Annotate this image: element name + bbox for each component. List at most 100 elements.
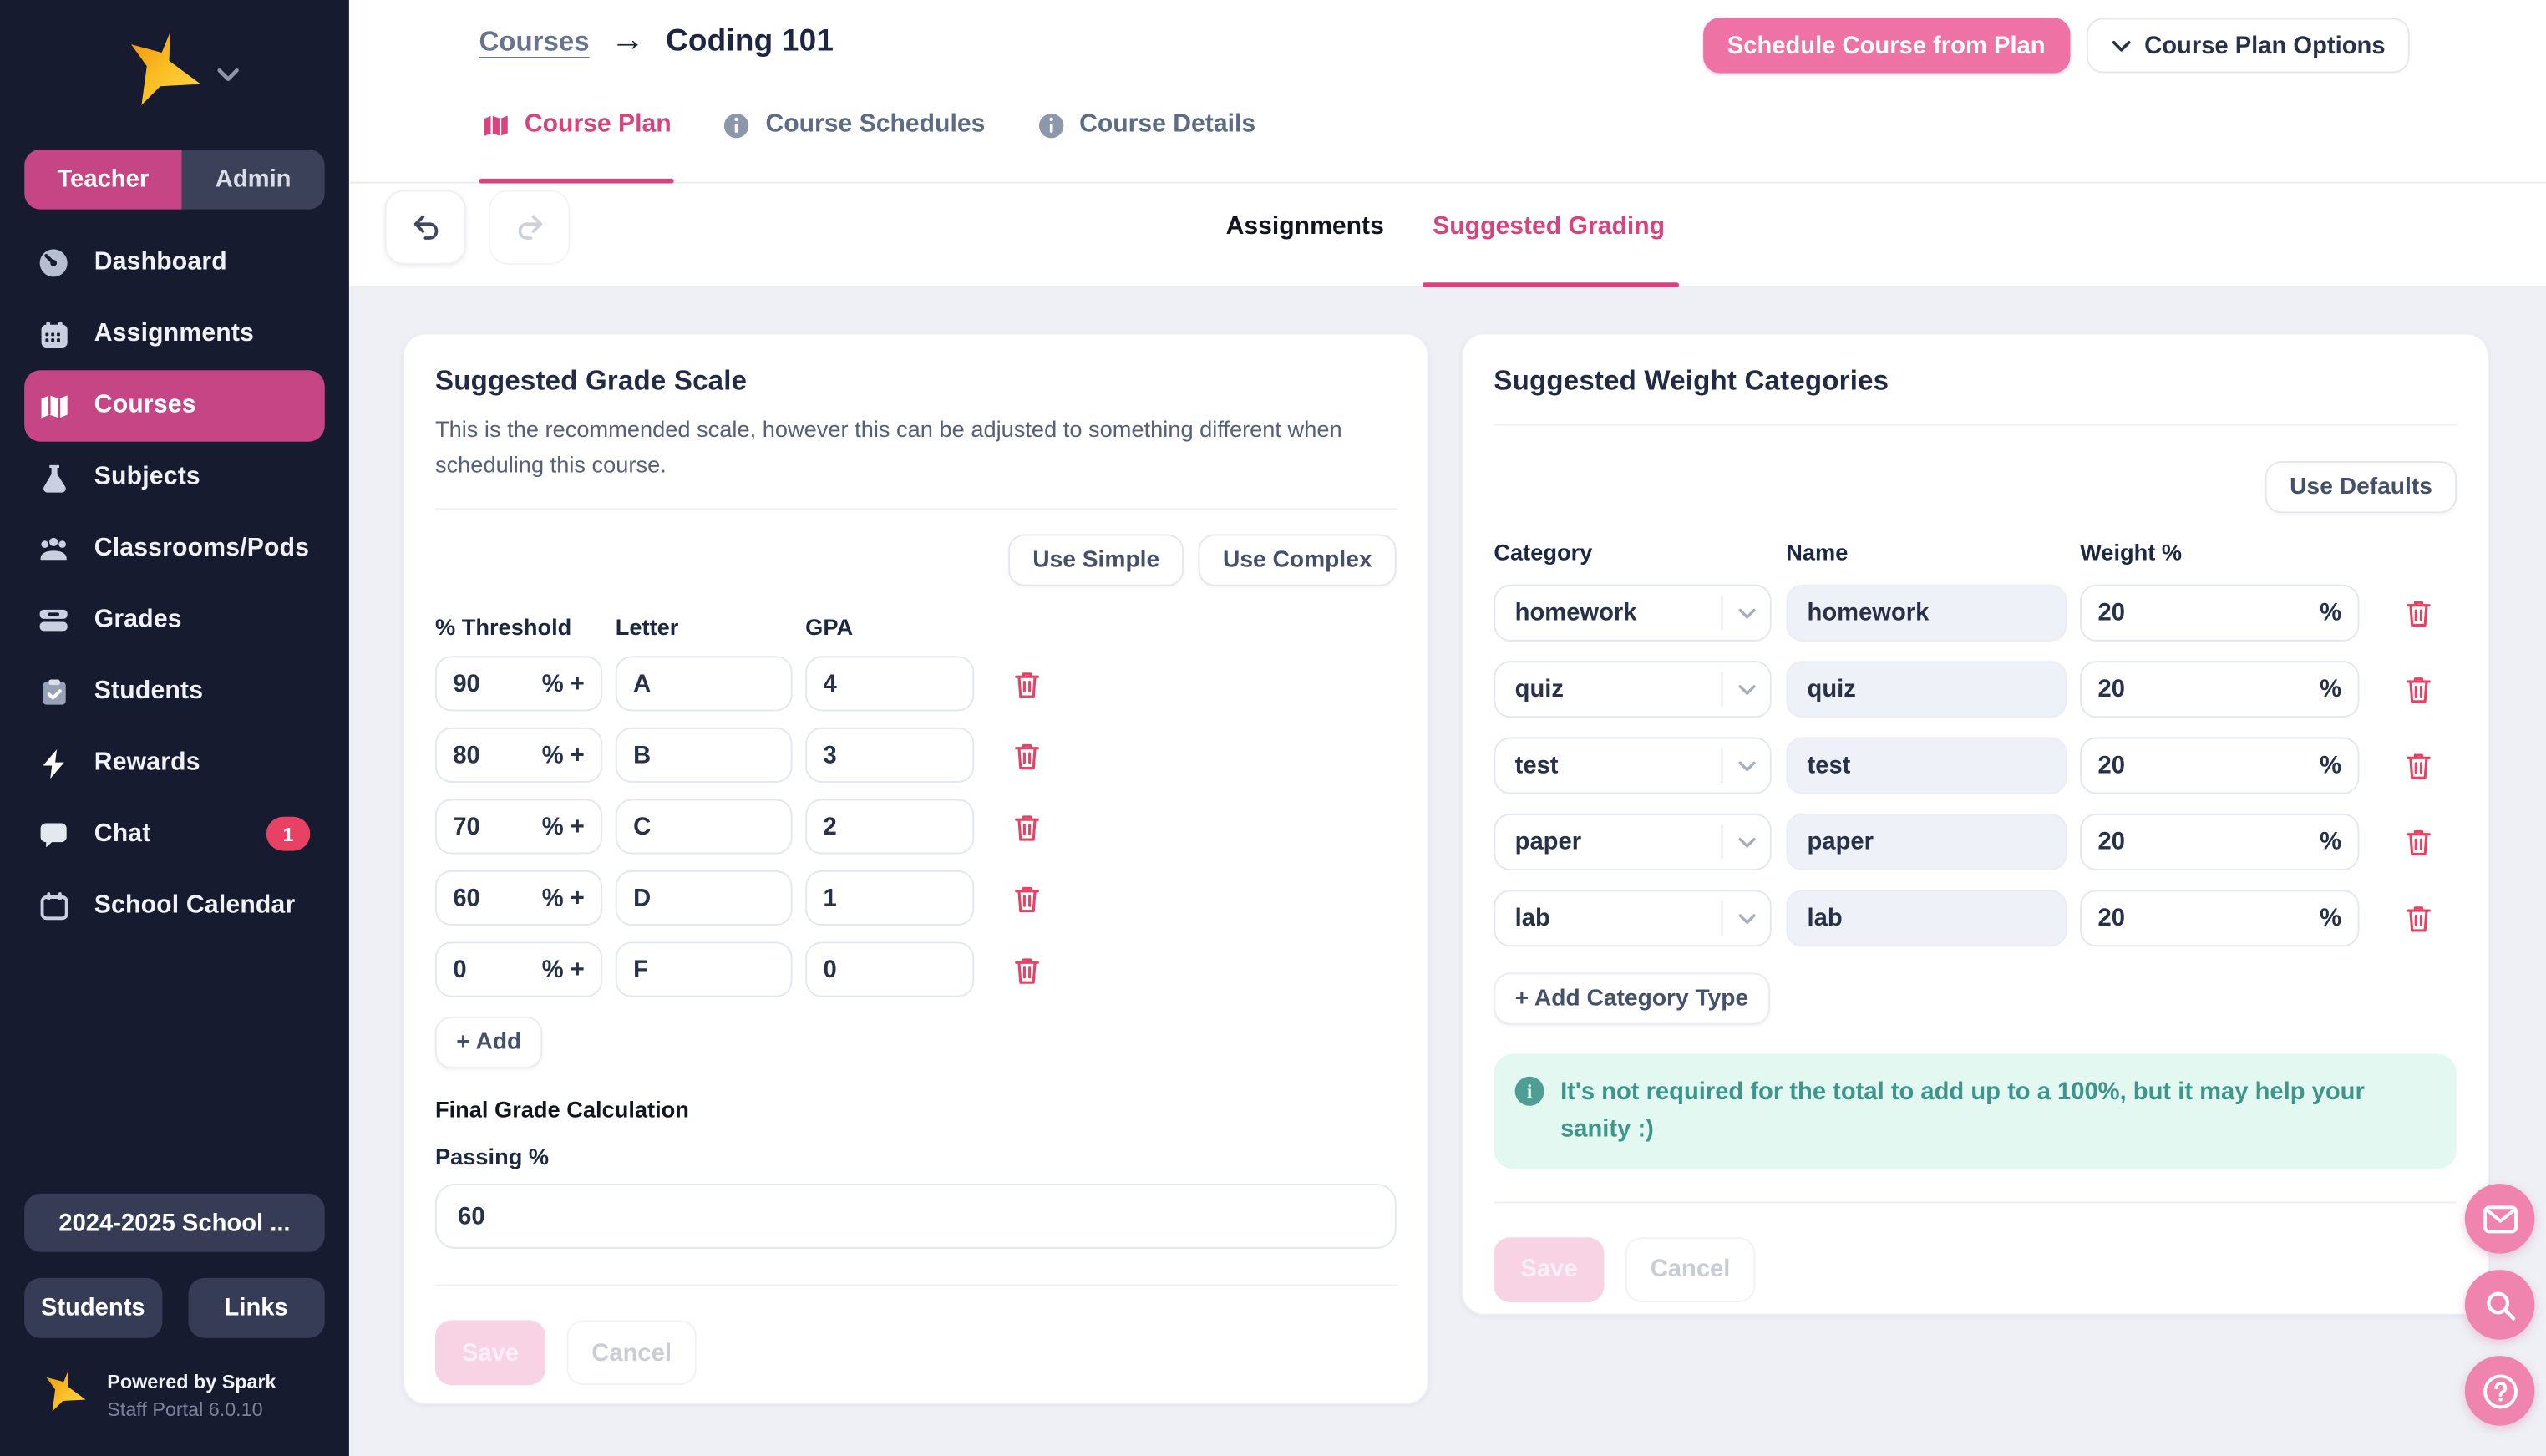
category-select[interactable]: paper xyxy=(1494,813,1772,870)
tab-course-details[interactable]: Course Details xyxy=(1037,110,1256,140)
redo-button[interactable] xyxy=(489,190,571,265)
delete-category-button[interactable] xyxy=(2405,674,2432,705)
tab-course-schedules[interactable]: Course Schedules xyxy=(723,110,985,140)
map-icon xyxy=(484,114,508,135)
threshold-input[interactable]: 0 % + xyxy=(434,942,603,998)
powered-by-text: Powered by Spark xyxy=(107,1370,276,1393)
version-text: Staff Portal 6.0.10 xyxy=(107,1398,263,1421)
subtab-suggested-grading[interactable]: Suggested Grading xyxy=(1433,212,1666,241)
cancel-button[interactable]: Cancel xyxy=(1625,1236,1756,1302)
passing-percent-input[interactable]: 60 xyxy=(434,1184,1397,1250)
category-select[interactable]: test xyxy=(1494,737,1772,794)
category-name-input[interactable]: homework xyxy=(1786,584,2067,642)
delete-row-button[interactable] xyxy=(1013,669,1041,700)
category-select[interactable]: quiz xyxy=(1494,661,1772,718)
delete-category-button[interactable] xyxy=(2405,750,2432,781)
weight-category-row: homework homework 20% xyxy=(1494,584,2457,642)
use-defaults-button[interactable]: Use Defaults xyxy=(2265,461,2457,514)
weight-category-row: quiz quiz 20% xyxy=(1494,661,2457,718)
role-tab-teacher[interactable]: Teacher xyxy=(24,149,182,210)
gpa-input[interactable]: 0 xyxy=(805,942,975,998)
search-fab-button[interactable] xyxy=(2464,1270,2535,1340)
save-button[interactable]: Save xyxy=(434,1321,546,1386)
school-year-button[interactable]: 2024-2025 School ... xyxy=(24,1193,325,1252)
use-complex-button[interactable]: Use Complex xyxy=(1198,535,1397,587)
undo-button[interactable] xyxy=(384,190,466,265)
threshold-input[interactable]: 80 % + xyxy=(434,728,603,784)
tab-label: Course Details xyxy=(1079,110,1256,139)
category-name-input[interactable]: quiz xyxy=(1786,661,2067,718)
add-category-type-button[interactable]: + Add Category Type xyxy=(1494,972,1770,1025)
tab-course-plan[interactable]: Course Plan xyxy=(482,110,672,140)
help-fab-button[interactable] xyxy=(2464,1356,2535,1426)
gpa-input[interactable]: 1 xyxy=(805,870,975,926)
percent-suffix: % xyxy=(2320,599,2342,627)
page-title: Coding 101 xyxy=(666,24,834,58)
category-name-input[interactable]: lab xyxy=(1786,890,2067,947)
category-name-input[interactable]: test xyxy=(1786,737,2067,794)
sidebar-item-classrooms-pods[interactable]: Classrooms/Pods xyxy=(0,513,349,585)
sidebar-item-rewards[interactable]: Rewards xyxy=(0,728,349,799)
delete-row-button[interactable] xyxy=(1013,955,1041,986)
subtab-assignments[interactable]: Assignments xyxy=(1225,212,1384,241)
column-header-threshold: % Threshold xyxy=(434,614,572,641)
letter-input[interactable]: D xyxy=(615,870,793,926)
sidebar-item-students[interactable]: Students xyxy=(0,656,349,728)
gpa-input[interactable]: 4 xyxy=(805,657,975,713)
course-plan-options-button[interactable]: Course Plan Options xyxy=(2086,18,2410,74)
trash-icon xyxy=(2406,829,2431,856)
delete-row-button[interactable] xyxy=(1013,883,1041,914)
weight-input[interactable]: 20% xyxy=(2080,890,2360,947)
students-shortcut-button[interactable]: Students xyxy=(24,1277,162,1338)
gpa-input[interactable]: 3 xyxy=(805,728,975,784)
trash-icon xyxy=(1015,672,1039,698)
delete-category-button[interactable] xyxy=(2405,903,2432,934)
weight-input[interactable]: 20% xyxy=(2080,584,2360,642)
trash-icon xyxy=(2406,601,2431,627)
weight-input[interactable]: 20% xyxy=(2080,813,2360,870)
sidebar-item-dashboard[interactable]: Dashboard xyxy=(0,227,349,299)
gpa-input[interactable]: 2 xyxy=(805,799,975,855)
chat-unread-badge: 1 xyxy=(266,816,311,851)
weight-input[interactable]: 20% xyxy=(2080,661,2360,718)
sidebar-item-assignments[interactable]: Assignments xyxy=(0,299,349,371)
weight-input[interactable]: 20% xyxy=(2080,737,2360,794)
threshold-input[interactable]: 90 % + xyxy=(434,657,603,713)
letter-input[interactable]: F xyxy=(615,942,793,998)
links-shortcut-button[interactable]: Links xyxy=(187,1277,325,1338)
gpa-value: 2 xyxy=(823,813,837,841)
logo-chevron-down-icon[interactable] xyxy=(216,62,241,91)
delete-row-button[interactable] xyxy=(1013,740,1041,771)
delete-category-button[interactable] xyxy=(2405,597,2432,628)
sidebar-item-subjects[interactable]: Subjects xyxy=(0,442,349,514)
sidebar-item-courses[interactable]: Courses xyxy=(24,370,325,442)
threshold-value: 0 xyxy=(453,956,467,984)
save-button[interactable]: Save xyxy=(1494,1236,1605,1302)
letter-input[interactable]: B xyxy=(615,728,793,784)
role-tab-admin[interactable]: Admin xyxy=(181,149,325,210)
category-select[interactable]: homework xyxy=(1494,584,1772,642)
use-simple-button[interactable]: Use Simple xyxy=(1008,535,1184,587)
sidebar-item-school-calendar[interactable]: School Calendar xyxy=(0,870,349,942)
delete-category-button[interactable] xyxy=(2405,826,2432,857)
cancel-button[interactable]: Cancel xyxy=(566,1321,697,1386)
mail-fab-button[interactable] xyxy=(2464,1184,2535,1254)
add-grade-row-button[interactable]: + Add xyxy=(434,1017,543,1069)
letter-input[interactable]: C xyxy=(615,799,793,855)
category-name-value: quiz xyxy=(1807,675,1856,703)
mail-icon xyxy=(2483,1205,2518,1233)
delete-row-button[interactable] xyxy=(1013,812,1041,843)
schedule-course-button[interactable]: Schedule Course from Plan xyxy=(1702,18,2070,74)
threshold-suffix: % + xyxy=(541,956,585,984)
category-select[interactable]: lab xyxy=(1494,890,1772,947)
course-tabs: Course Plan Course Schedules Course Deta… xyxy=(482,110,1255,140)
letter-input[interactable]: A xyxy=(615,657,793,713)
sidebar-item-chat[interactable]: Chat 1 xyxy=(0,799,349,870)
card-description: This is the recommended scale, however t… xyxy=(434,415,1342,477)
threshold-input[interactable]: 70 % + xyxy=(434,799,603,855)
breadcrumb-courses-link[interactable]: Courses xyxy=(479,26,590,58)
sidebar-item-grades[interactable]: Grades xyxy=(0,585,349,657)
threshold-input[interactable]: 60 % + xyxy=(434,870,603,926)
category-name-input[interactable]: paper xyxy=(1786,813,2067,870)
percent-suffix: % xyxy=(2320,675,2342,703)
